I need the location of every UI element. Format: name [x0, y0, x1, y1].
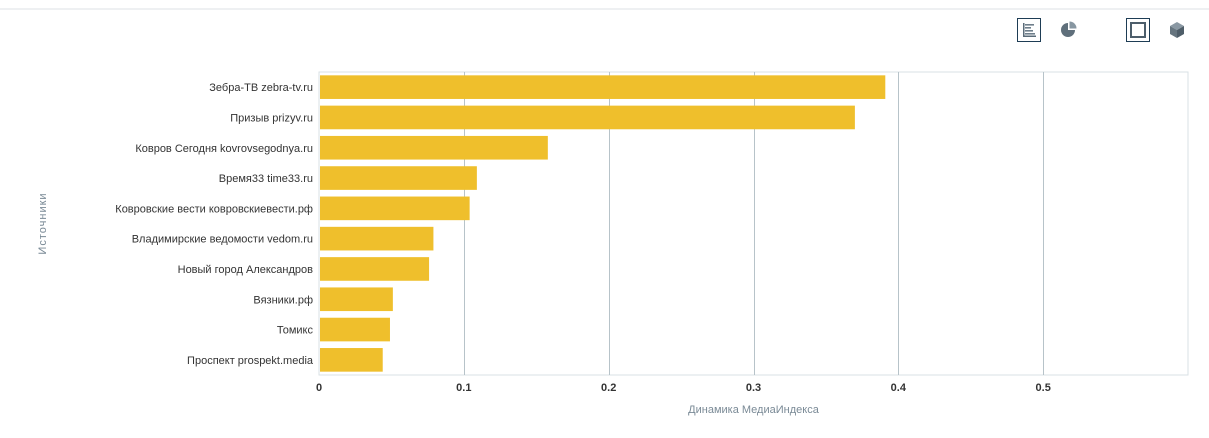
- pie-chart-toggle[interactable]: [1057, 18, 1081, 42]
- category-label: Зебра-ТВ zebra-tv.ru: [209, 82, 313, 94]
- category-label: Новый город Александров: [178, 264, 314, 276]
- chart-toolbar: [0, 18, 1209, 46]
- category-label: Томикс: [277, 325, 314, 337]
- bar[interactable]: [320, 105, 855, 130]
- x-tick-label: 0: [316, 382, 322, 394]
- y-axis-title: Источники: [37, 192, 49, 254]
- category-label: Вязники.рф: [253, 294, 313, 306]
- bar[interactable]: [320, 348, 383, 372]
- category-label: Ковровские вести ковровскиевести.рф: [115, 203, 313, 215]
- x-tick-label: 0.2: [601, 382, 616, 394]
- bars: [320, 75, 886, 372]
- category-label: Владимирские ведомости vedom.ru: [132, 234, 313, 246]
- bar[interactable]: [320, 257, 430, 281]
- x-tick-label: 0.1: [456, 382, 471, 394]
- bar[interactable]: [320, 196, 470, 221]
- bar[interactable]: [320, 135, 548, 160]
- category-label: Ковров Сегодня kovrovsegodnya.ru: [135, 143, 313, 155]
- cube-3d-toggle[interactable]: [1165, 18, 1189, 42]
- bar-chart-toggle[interactable]: [1017, 18, 1041, 42]
- bar[interactable]: [320, 317, 390, 342]
- x-tick-labels: 0 0.1 0.2 0.3 0.4 0.5: [316, 382, 1051, 394]
- bar[interactable]: [320, 75, 886, 99]
- pie-chart-icon: [1061, 21, 1077, 37]
- category-label: Проспект prospekt.media: [187, 355, 314, 367]
- bar[interactable]: [320, 287, 393, 312]
- cube-3d-icon: [1170, 22, 1184, 38]
- bar[interactable]: [320, 166, 477, 190]
- flat-2d-icon: [1130, 22, 1146, 38]
- category-label: Призыв prizyv.ru: [230, 112, 313, 124]
- top-divider: [0, 8, 1209, 10]
- bar[interactable]: [320, 226, 434, 251]
- category-label: Время33 time33.ru: [219, 173, 313, 185]
- bar-chart-icon: [1023, 23, 1036, 37]
- x-tick-label: 0.4: [891, 382, 907, 394]
- category-labels: Зебра-ТВ zebra-tv.ru Призыв prizyv.ru Ковр…: [115, 82, 314, 367]
- flat-2d-toggle[interactable]: [1126, 18, 1150, 42]
- x-tick-label: 0.3: [746, 382, 761, 394]
- x-tick-label: 0.5: [1036, 382, 1051, 394]
- x-axis-title: Динамика МедиаИндекса: [688, 404, 820, 416]
